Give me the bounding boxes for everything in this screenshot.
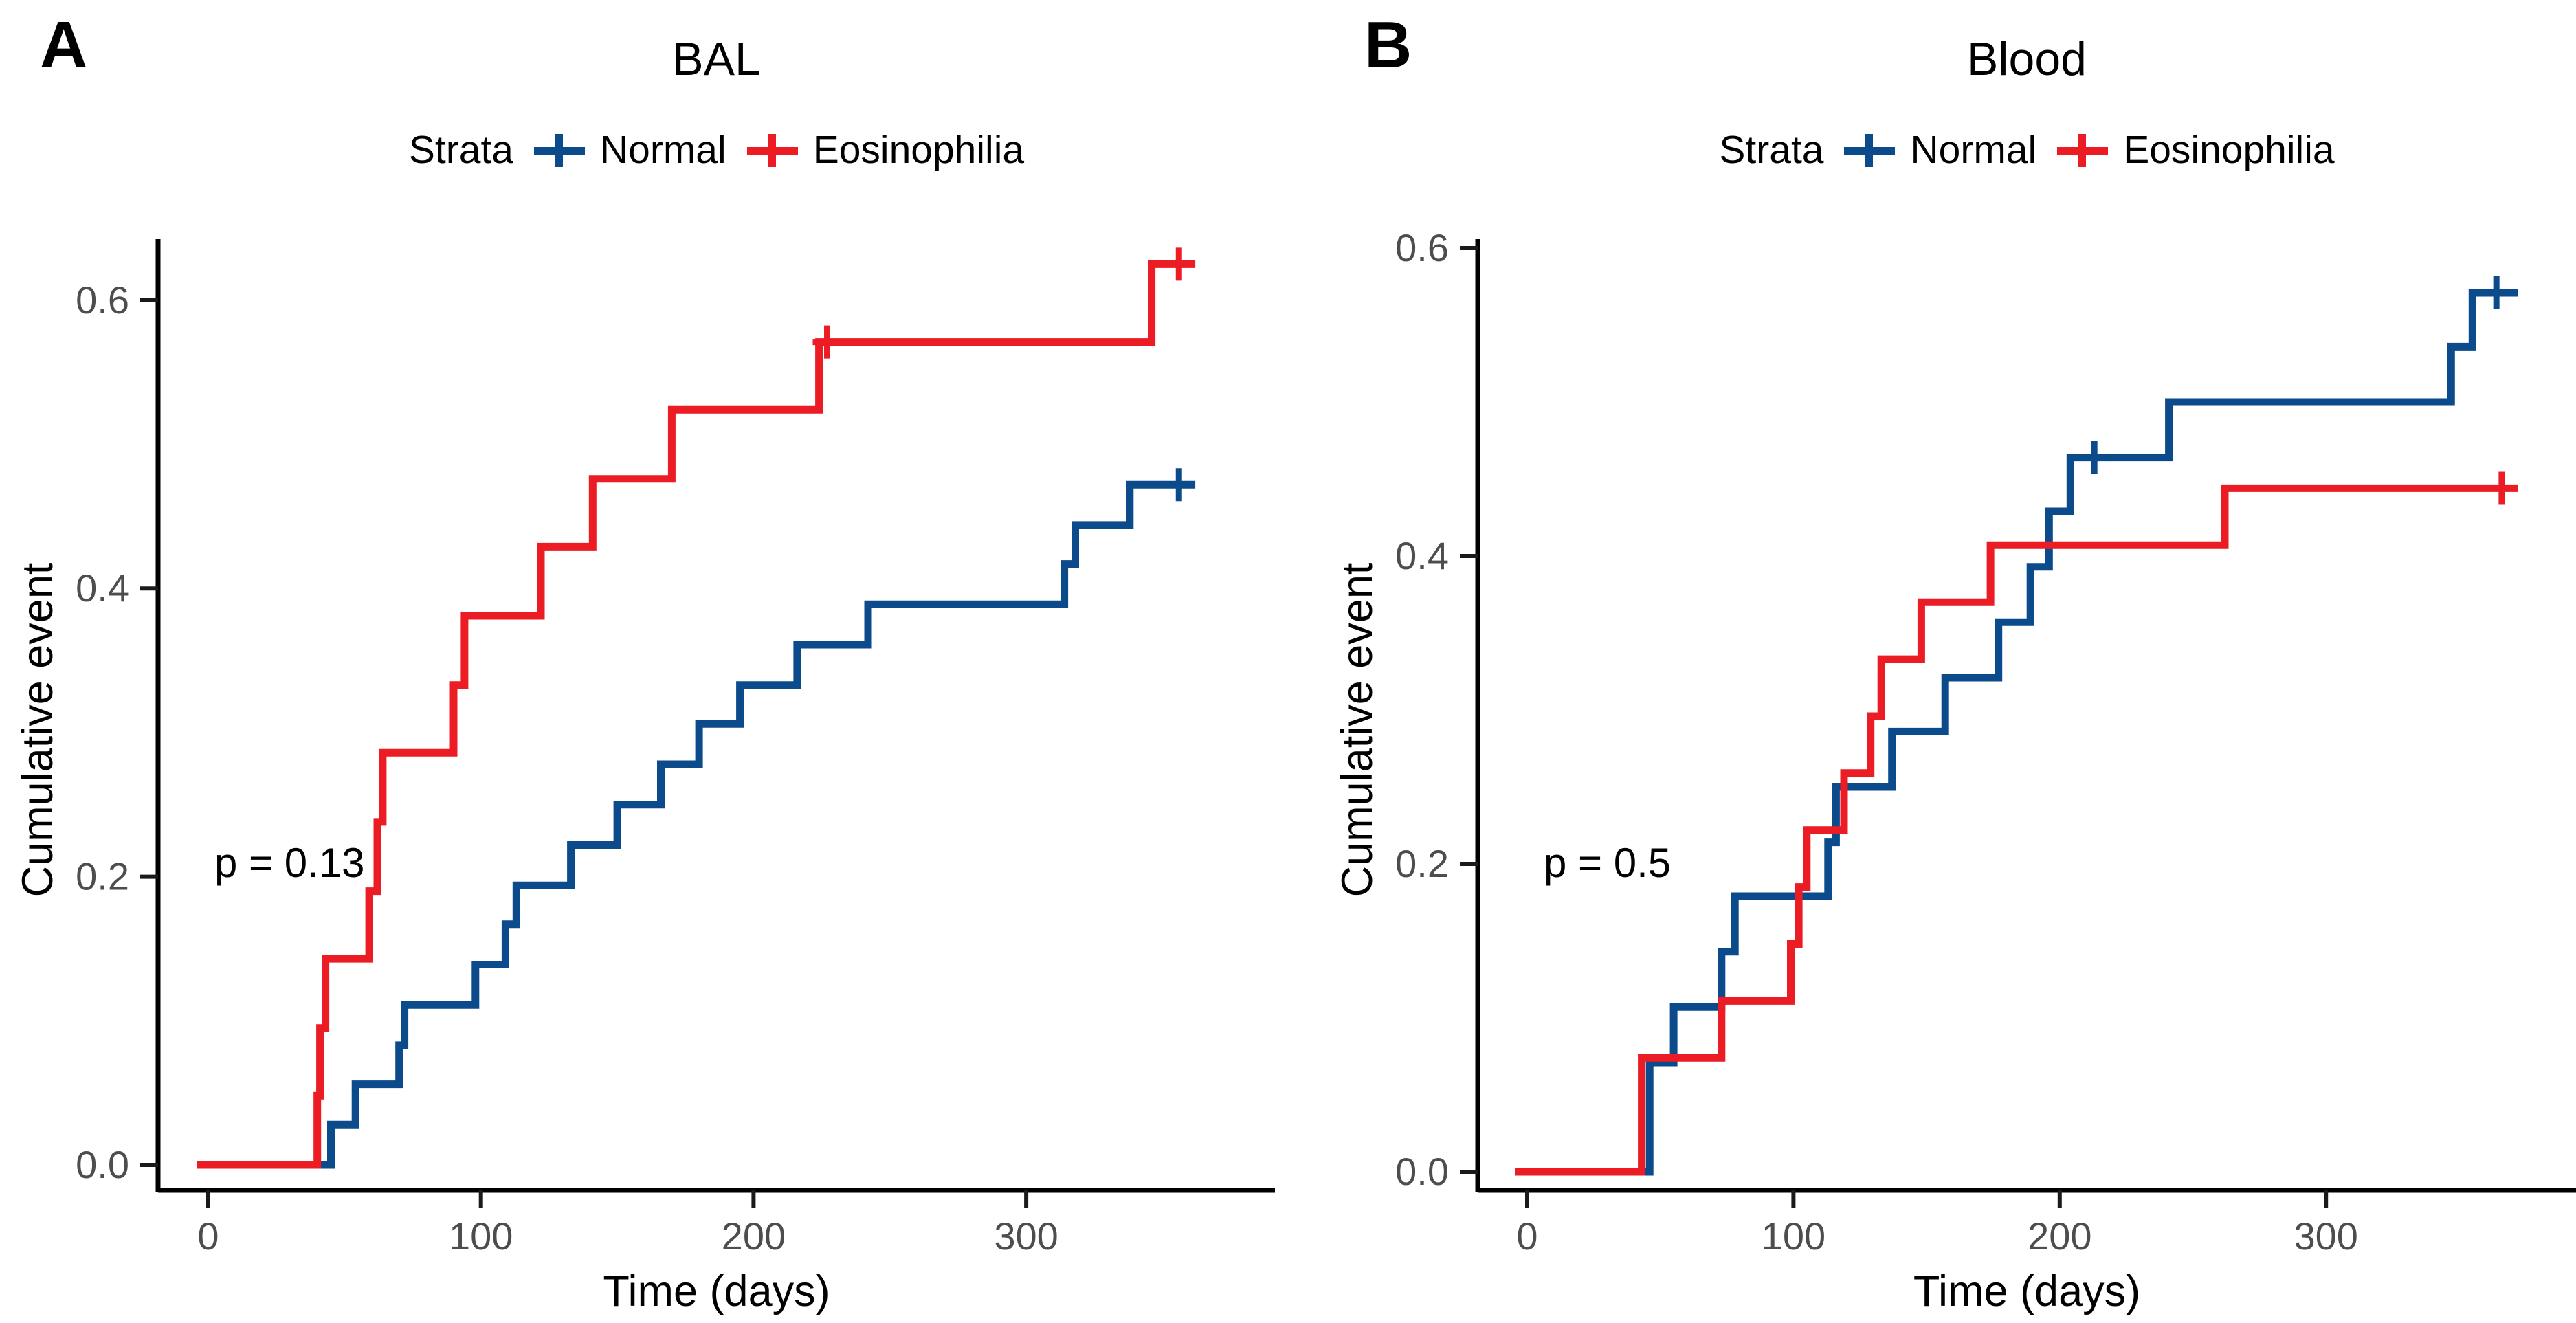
panel-b-title: Blood bbox=[1967, 33, 2087, 85]
panel-a-x-axis-title: Time (days) bbox=[603, 1267, 830, 1315]
normal-step-curve bbox=[1515, 289, 2518, 1176]
x-tick-label: 0 bbox=[1516, 1214, 1537, 1258]
panel-b-p-value: p = 0.5 bbox=[1544, 840, 1672, 886]
x-tick-label: 300 bbox=[994, 1214, 1058, 1258]
legend-item-normal: Normal bbox=[533, 128, 726, 172]
legend-label-normal: Normal bbox=[1910, 128, 2037, 172]
y-tick-label: 0.2 bbox=[1395, 842, 1449, 885]
legend-item-normal: Normal bbox=[1844, 131, 2036, 170]
legend-title: Strata bbox=[1719, 128, 1824, 172]
x-tick-label: 200 bbox=[2028, 1214, 2091, 1258]
panel-a-legend: Strata Normal Eosinophilia bbox=[158, 131, 1275, 170]
legend-item-eosinophilia: Eosinophilia bbox=[746, 128, 1025, 172]
legend-title: Strata bbox=[408, 128, 513, 172]
y-tick-label: 0.0 bbox=[76, 1143, 129, 1186]
panel-a-y-axis-title: Cumulative event bbox=[14, 562, 62, 898]
x-tick-label: 300 bbox=[2294, 1214, 2357, 1258]
panel-b-x-axis-title: Time (days) bbox=[1913, 1267, 2141, 1315]
y-tick-label: 0.0 bbox=[1395, 1150, 1449, 1193]
x-tick-label: 0 bbox=[197, 1214, 219, 1258]
legend-item-eosinophilia: Eosinophilia bbox=[2057, 128, 2335, 172]
eosinophilia-cross-icon bbox=[2057, 131, 2109, 170]
y-tick-label: 0.4 bbox=[1395, 534, 1449, 577]
y-tick-label: 0.4 bbox=[76, 566, 129, 610]
x-tick-label: 100 bbox=[449, 1214, 513, 1258]
y-tick-label: 0.2 bbox=[76, 855, 129, 898]
x-tick-label: 200 bbox=[722, 1214, 786, 1258]
panel-a-p-value: p = 0.13 bbox=[214, 840, 365, 886]
x-tick-label: 100 bbox=[1762, 1214, 1825, 1258]
panel-b-label: B bbox=[1364, 8, 1412, 82]
eosinophilia-step-curve bbox=[1515, 484, 2518, 1176]
eosinophilia-step-curve bbox=[197, 260, 1196, 1169]
panel-b-legend: Strata Normal Eosinophilia bbox=[1478, 131, 2576, 170]
normal-cross-icon bbox=[1844, 131, 1896, 170]
panel-b-y-axis-title: Cumulative event bbox=[1333, 562, 1381, 898]
legend-label-eosinophilia: Eosinophilia bbox=[2123, 128, 2335, 172]
eosinophilia-cross-icon bbox=[746, 131, 798, 170]
normal-cross-icon bbox=[533, 131, 585, 170]
y-tick-label: 0.6 bbox=[1395, 226, 1449, 269]
y-tick-label: 0.6 bbox=[76, 278, 129, 322]
panel-a-label: A bbox=[40, 8, 88, 82]
legend-label-normal: Normal bbox=[599, 128, 726, 172]
normal-step-curve bbox=[197, 480, 1196, 1169]
legend-label-eosinophilia: Eosinophilia bbox=[812, 128, 1025, 172]
panel-a-title: BAL bbox=[672, 33, 761, 85]
